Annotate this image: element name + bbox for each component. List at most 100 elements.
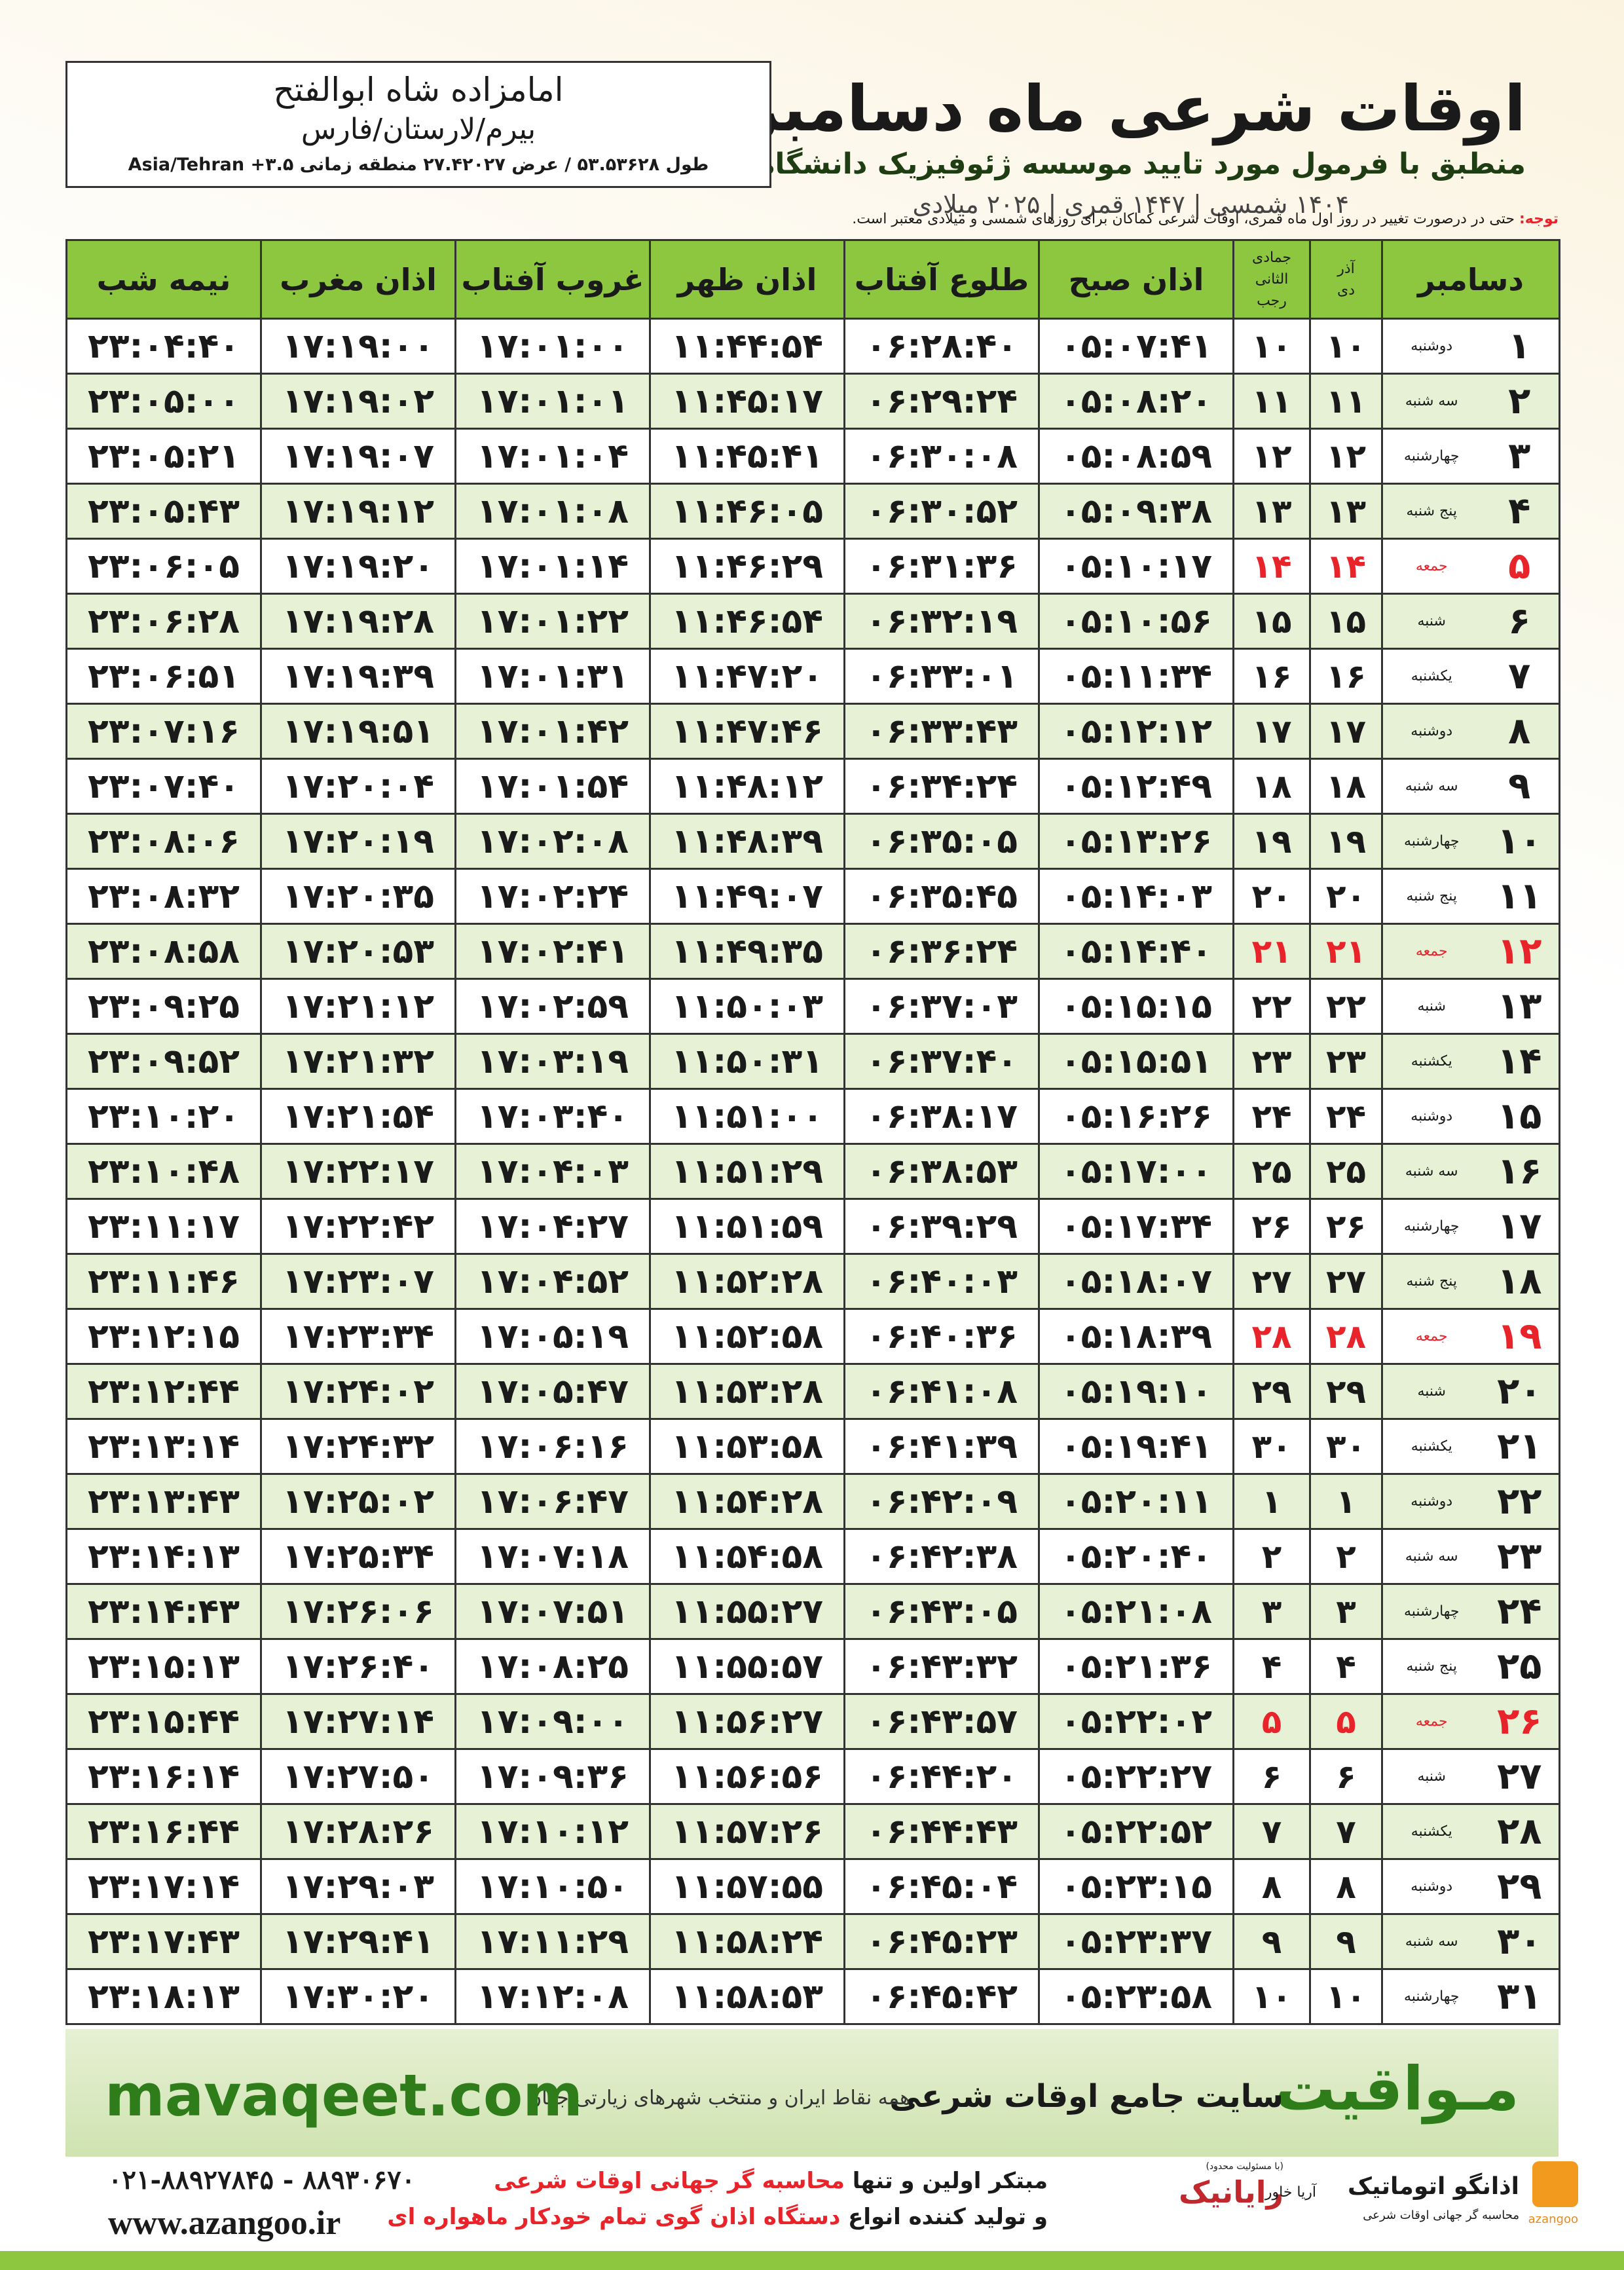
cell: ۱۱:۵۸:۵۳	[649, 1968, 845, 2025]
row: ۶ شنبه ۱۵ ۱۵ ۰۵:۱۰:۵۶ ۰۶:۳۲:۱۹ ۱۱:۴۶:۵۴ ۱۷:۰۱:۲…	[65, 593, 1560, 650]
cell: ۱۶	[1232, 648, 1311, 705]
cell: ۱۷:۳۰:۲۰	[260, 1968, 456, 2025]
cell: دوشنبه	[1381, 318, 1481, 375]
cell: ۱۷:۲۷:۵۰	[260, 1748, 456, 1805]
cell: ۱۱:۵۵:۵۷	[649, 1638, 845, 1695]
cell: ۷	[1232, 1803, 1311, 1860]
row: ۲ سه شنبه ۱۱ ۱۱ ۰۵:۰۸:۲۰ ۰۶:۲۹:۲۴ ۱۱:۴۵:۱۷ ۱۷:۰…	[65, 373, 1560, 430]
cell: ۲	[1309, 1528, 1383, 1585]
cell: ۱	[1232, 1473, 1311, 1530]
cell: ۲۳:۱۶:۱۴	[65, 1748, 262, 1805]
cell: ۱۷:۰۴:۲۷	[454, 1198, 651, 1255]
cell: ۲۲	[1480, 1473, 1560, 1530]
text-highlight: دستگاه اذان گوی تمام خودکار ماهواره ای	[387, 2204, 841, 2230]
cell: ۱۷:۱۰:۵۰	[454, 1858, 651, 1915]
company-latin: azangoo	[1528, 2212, 1578, 2226]
cell: ۲	[1480, 373, 1560, 430]
header-cell: اذان مغرب	[260, 239, 456, 320]
cell: ۱۴	[1232, 538, 1311, 595]
cell: ۱۷:۲۰:۵۳	[260, 923, 456, 980]
cell: ۰۶:۳۰:۵۲	[843, 483, 1040, 540]
cell: ۱۷:۰۲:۲۴	[454, 868, 651, 925]
cell: ۱۷:۱۹:۵۱	[260, 703, 456, 760]
cell: ۰۶:۴۱:۰۸	[843, 1363, 1040, 1420]
cell: ۱۱:۵۵:۲۷	[649, 1583, 845, 1640]
tagline: سایت جامع اوقات شرعی	[889, 2078, 1283, 2115]
cell: ۰۵:۱۹:۱۰	[1038, 1363, 1234, 1420]
cell: پنج شنبه	[1381, 483, 1481, 540]
scope: همه نقاط ایران و منتخب شهرهای زیارتی جها…	[527, 2087, 910, 2110]
cell: ۲۳:۱۷:۴۳	[65, 1913, 262, 1970]
cell: ۲۸	[1480, 1803, 1560, 1860]
cell: ۱۷:۱۰:۱۲	[454, 1803, 651, 1860]
cell: ۱۶	[1480, 1143, 1560, 1200]
table-body: ۱ دوشنبه ۱۰ ۱۰ ۰۵:۰۷:۴۱ ۰۶:۲۸:۴۰ ۱۱:۴۴:۵۴ ۱۷:۰۱…	[65, 318, 1560, 2025]
cell: ۱۷:۱۱:۲۹	[454, 1913, 651, 1970]
cell: ۱۷	[1232, 703, 1311, 760]
cell: ۱۶	[1309, 648, 1383, 705]
row: ۱۲ جمعه ۲۱ ۲۱ ۰۵:۱۴:۴۰ ۰۶:۳۶:۲۴ ۱۱:۴۹:۳۵ ۱۷:۰۲:…	[65, 923, 1560, 980]
cell: ۱۷:۲۶:۰۶	[260, 1583, 456, 1640]
header-row: دسامبر آذر دی جمادی الثانی رجب اذان صبح طلوع آ…	[65, 239, 1560, 320]
cell: ۱۷:۲۷:۱۴	[260, 1693, 456, 1750]
header-cell: اذان صبح	[1038, 239, 1234, 320]
cell: ۰۵:۲۲:۵۲	[1038, 1803, 1234, 1860]
row: ۲۹ دوشنبه ۸ ۸ ۰۵:۲۳:۱۵ ۰۶:۴۵:۰۴ ۱۱:۵۷:۵۵ ۱۷:۱۰:…	[65, 1858, 1560, 1915]
cell: ۲	[1232, 1528, 1311, 1585]
cell: ۲۳:۰۹:۵۲	[65, 1033, 262, 1090]
cell: ۲۰	[1309, 868, 1383, 925]
cell: ۲۷	[1480, 1748, 1560, 1805]
footer-line: مبتکر اولین و تنها محاسبه گر جهانی اوقات…	[494, 2168, 1048, 2194]
cell: ۰۶:۳۸:۱۷	[843, 1088, 1040, 1145]
cell: ۱۷:۰۴:۵۲	[454, 1253, 651, 1310]
cell: یکشنبه	[1381, 1418, 1481, 1475]
cell: ۳۰	[1309, 1418, 1383, 1475]
cell: ۱۱:۵۲:۵۸	[649, 1308, 845, 1365]
cell: ۶	[1309, 1748, 1383, 1805]
cell: ۲۳:۰۶:۰۵	[65, 538, 262, 595]
header-cell: غروب آفتاب	[454, 239, 651, 320]
cell: ۰۶:۳۴:۲۴	[843, 758, 1040, 815]
row: ۷ یکشنبه ۱۶ ۱۶ ۰۵:۱۱:۳۴ ۰۶:۳۳:۰۱ ۱۱:۴۷:۲۰ ۱۷:۰۱…	[65, 648, 1560, 705]
cell: ۱۷:۲۵:۳۴	[260, 1528, 456, 1585]
cell: جمعه	[1381, 1693, 1481, 1750]
cell: ۱۷:۲۱:۵۴	[260, 1088, 456, 1145]
cell: پنج شنبه	[1381, 868, 1481, 925]
cell: ۱۱:۴۷:۲۰	[649, 648, 845, 705]
cell: ۸	[1309, 1858, 1383, 1915]
cell: ۲۲	[1232, 978, 1311, 1035]
cell: ۰۵:۱۲:۴۹	[1038, 758, 1234, 815]
site-link[interactable]: mavaqeet.com	[105, 2062, 583, 2129]
cell: ۱۱	[1480, 868, 1560, 925]
web-link[interactable]: www.azangoo.ir	[108, 2205, 341, 2242]
location-coords: طول ۵۳.۵۳۶۲۸ / عرض ۲۷.۴۲۰۲۷ منطقه زمانی …	[128, 155, 709, 175]
cell: ۰۶:۴۰:۳۶	[843, 1308, 1040, 1365]
cell: ۱۱:۵۶:۲۷	[649, 1693, 845, 1750]
row: ۱۱ پنج شنبه ۲۰ ۲۰ ۰۵:۱۴:۰۳ ۰۶:۳۵:۴۵ ۱۱:۴۹:۰۷ ۱۷…	[65, 868, 1560, 925]
cell: ۲۳:۰۶:۲۸	[65, 593, 262, 650]
cell: ۰۵:۱۳:۲۶	[1038, 813, 1234, 870]
note-label: توجه:	[1519, 211, 1559, 227]
prayer-table: دسامبر آذر دی جمادی الثانی رجب اذان صبح طلوع آ…	[65, 239, 1560, 2025]
cell: ۱۱:۵۰:۳۱	[649, 1033, 845, 1090]
cell: ۰۵:۱۴:۴۰	[1038, 923, 1234, 980]
cell: چهارشنبه	[1381, 428, 1481, 485]
company-name: اذانگو اتوماتیک	[1347, 2173, 1519, 2200]
row: ۳۰ سه شنبه ۹ ۹ ۰۵:۲۳:۳۷ ۰۶:۴۵:۲۳ ۱۱:۵۸:۲۴ ۱۷:۱۱…	[65, 1913, 1560, 1970]
cell: چهارشنبه	[1381, 1198, 1481, 1255]
company-sub: محاسبه گر جهانی اوقات شرعی	[1363, 2208, 1519, 2222]
cell: ۰۶:۳۷:۴۰	[843, 1033, 1040, 1090]
dates: ۱۴۰۴ شمسی | ۱۴۴۷ قمری | ۲۰۲۵ میلادی	[912, 190, 1349, 219]
cell: جمعه	[1381, 1308, 1481, 1365]
cell: ۰۶:۴۵:۰۴	[843, 1858, 1040, 1915]
cell: ۱۸	[1309, 758, 1383, 815]
cell: ۲۳:۱۰:۲۰	[65, 1088, 262, 1145]
cell: ۲۶	[1232, 1198, 1311, 1255]
cell: ۱۷:۰۸:۲۵	[454, 1638, 651, 1695]
cell: ۰۶:۳۰:۰۸	[843, 428, 1040, 485]
cell: ۲۳:۱۱:۴۶	[65, 1253, 262, 1310]
row: ۲۴ چهارشنبه ۳ ۳ ۰۵:۲۱:۰۸ ۰۶:۴۳:۰۵ ۱۱:۵۵:۲۷ ۱۷:۰…	[65, 1583, 1560, 1640]
banner: مـواقیت سایت جامع اوقات شرعی همه نقاط ای…	[65, 2029, 1559, 2157]
cell: ۰۵:۱۸:۳۹	[1038, 1308, 1234, 1365]
